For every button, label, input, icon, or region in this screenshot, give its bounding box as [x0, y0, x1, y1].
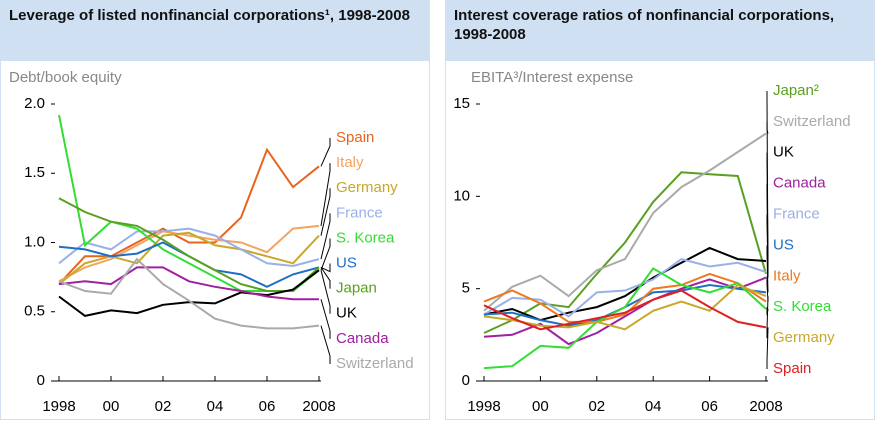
x-tick-label: 06 [259, 398, 276, 415]
chart-title: Interest coverage ratios of nonfinancial… [446, 1, 874, 61]
legend-label: Japan [336, 280, 377, 297]
legend-label: Canada [773, 175, 826, 192]
legend-label: Switzerland [336, 355, 414, 372]
legend-label: Japan² [773, 82, 819, 99]
series-line [58, 197, 320, 292]
x-tick-label: 1998 [467, 398, 500, 415]
axis-label: EBITA³/Interest expense [471, 69, 633, 86]
series-line [58, 147, 320, 285]
chart-title: Leverage of listed nonfinancial corporat… [1, 1, 429, 61]
chart: Debt/book equity 0 0.5 1.0 1.5 2.0 1998 00 02 04 0… [9, 69, 414, 415]
leader-line [766, 121, 769, 134]
series-line [483, 171, 767, 334]
x-tick-label: 2008 [302, 398, 335, 415]
y-tick-label: 10 [453, 187, 470, 204]
leader-line [320, 267, 331, 289]
x-tick-label: 1998 [42, 398, 75, 415]
leader-line [320, 299, 331, 339]
leader-line [766, 296, 769, 339]
panel: Leverage of listed nonfinancial corporat… [0, 0, 430, 420]
y-tick-label: 1.5 [24, 164, 45, 181]
legend-label: US [773, 236, 794, 253]
legend-label: France [773, 206, 820, 223]
series-line [483, 267, 767, 370]
legend-label: France [336, 204, 383, 221]
series-line [483, 276, 767, 346]
leader-line [320, 238, 331, 271]
axis-label: Debt/book equity [9, 69, 122, 86]
y-tick-label: 15 [453, 95, 470, 112]
chart: EBITA³/Interest expense 0 5 10 15 1998 00 02 04 0… [453, 69, 851, 415]
leader-line [766, 327, 769, 369]
x-tick-label: 00 [103, 398, 120, 415]
x-tick-label: 06 [701, 398, 718, 415]
leader-line [766, 276, 769, 302]
leader-line [320, 163, 331, 226]
y-tick-label: 0 [37, 372, 45, 389]
legend-label: Canada [336, 330, 389, 347]
legend-label: Germany [336, 179, 398, 196]
series-line [58, 269, 320, 317]
y-tick-label: 1.0 [24, 233, 45, 250]
x-tick-label: 02 [588, 398, 605, 415]
series-line [483, 132, 767, 312]
legend-label: S. Korea [336, 229, 395, 246]
legend-label: Italy [773, 267, 801, 284]
x-tick-label: 02 [155, 398, 172, 415]
leader-line [766, 214, 769, 273]
x-tick-label: 04 [645, 398, 662, 415]
y-tick-label: 5 [462, 280, 470, 297]
series-line [58, 257, 320, 330]
panel: Interest coverage ratios of nonfinancial… [445, 0, 875, 420]
x-tick-label: 2008 [749, 398, 782, 415]
series-line [58, 231, 320, 285]
leader-line [320, 263, 331, 273]
leader-line [320, 138, 331, 167]
leader-line [320, 270, 331, 314]
leader-line [320, 213, 331, 260]
leader-line [320, 325, 331, 364]
series-line [58, 266, 319, 301]
legend-label: UK [773, 144, 794, 161]
series-line [483, 272, 767, 323]
y-tick-label: 0.5 [24, 303, 45, 320]
legend-label: S. Korea [773, 298, 832, 315]
legend-label: US [336, 255, 357, 272]
legend-label: Spain [336, 129, 374, 146]
legend-label: Switzerland [773, 113, 851, 130]
leader-line [320, 188, 331, 236]
y-tick-label: 0 [462, 372, 470, 389]
leader-line [766, 245, 769, 293]
series-line [483, 283, 767, 331]
y-tick-label: 2.0 [24, 95, 45, 112]
legend-label: Germany [773, 329, 835, 346]
series-line [483, 289, 767, 331]
x-tick-label: 04 [207, 398, 224, 415]
x-tick-label: 00 [532, 398, 549, 415]
legend-label: UK [336, 305, 357, 322]
series-line [483, 246, 767, 322]
legend-label: Italy [336, 154, 364, 171]
legend-label: Spain [773, 360, 811, 377]
series-line [58, 224, 320, 283]
series-line [58, 227, 320, 268]
